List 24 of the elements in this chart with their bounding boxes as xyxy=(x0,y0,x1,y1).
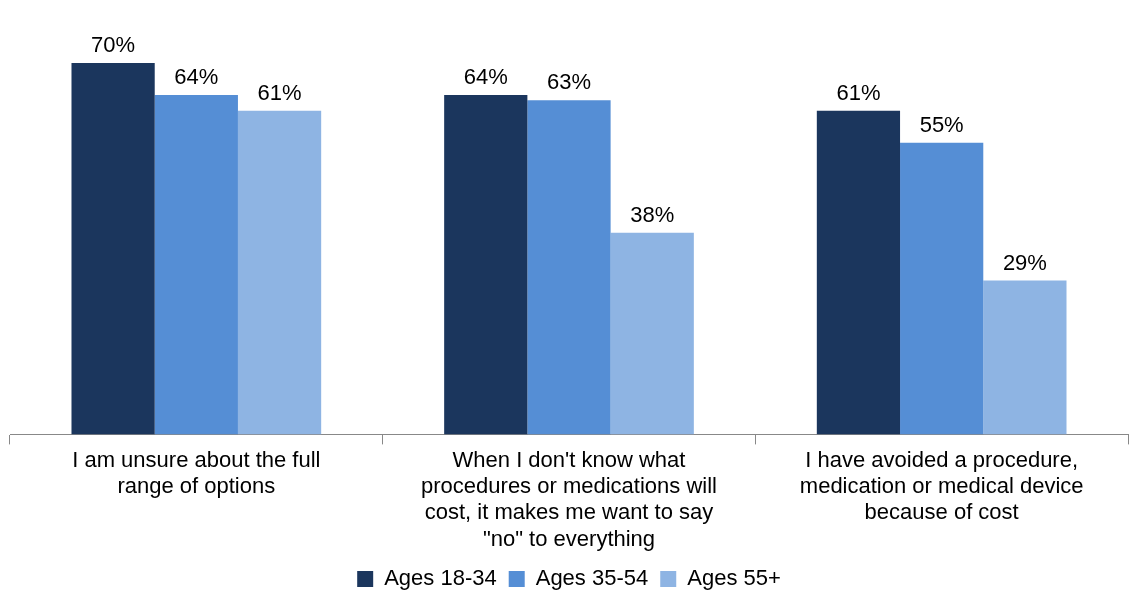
bar xyxy=(71,63,155,435)
bar xyxy=(610,232,694,435)
data-label: 29% xyxy=(1002,249,1047,275)
legend-label: Ages 55+ xyxy=(687,565,781,591)
bar xyxy=(900,142,984,435)
data-label: 64% xyxy=(174,63,219,89)
data-label: 64% xyxy=(463,63,508,89)
data-label: 38% xyxy=(630,201,675,227)
x-tick-label: I have avoided a procedure, medication or medical device because of cost xyxy=(799,446,1084,525)
x-tick-label: I am unsure about the full range of options xyxy=(72,446,321,499)
bar xyxy=(154,94,238,435)
data-label: 63% xyxy=(546,69,592,95)
bar xyxy=(444,94,528,435)
legend-label: Ages 18-34 xyxy=(384,565,497,591)
bar xyxy=(527,100,611,435)
bar xyxy=(983,280,1067,435)
bar xyxy=(237,110,322,435)
bar xyxy=(816,110,901,435)
legend-label: Ages 35-54 xyxy=(535,565,649,591)
x-tick-label: When I don't know what procedures or medications will cost, it makes me want to say "no" to everything xyxy=(421,446,717,551)
data-label: 61% xyxy=(257,79,302,105)
data-label: 61% xyxy=(836,79,881,105)
data-label: 55% xyxy=(919,111,964,137)
data-label: 70% xyxy=(91,32,136,58)
